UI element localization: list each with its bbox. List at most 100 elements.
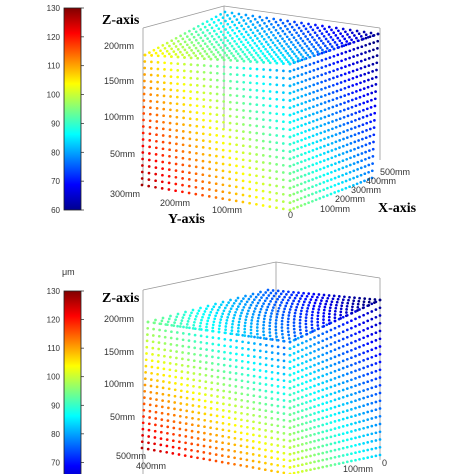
data-point-right-face <box>317 334 320 337</box>
data-point-top-face <box>262 330 265 333</box>
data-point-top-face <box>239 48 243 51</box>
data-point-left-face <box>204 386 207 390</box>
data-point-right-face <box>321 367 325 371</box>
data-point-right-face <box>333 463 337 466</box>
data-point-left-face <box>185 409 189 413</box>
data-point-left-face <box>178 427 182 431</box>
data-point-left-face <box>196 63 199 67</box>
data-point-left-face <box>258 428 261 431</box>
data-point-top-face <box>281 53 285 57</box>
data-point-left-face <box>143 79 146 83</box>
data-point-right-face <box>375 54 379 57</box>
colorbar-1-tick-label: 110 <box>47 62 60 71</box>
data-point-right-face <box>324 64 328 68</box>
data-point-top-face <box>249 36 252 40</box>
data-point-top-face <box>298 321 302 325</box>
data-point-right-face <box>331 98 335 102</box>
data-point-right-face <box>292 163 296 167</box>
data-point-top-face <box>279 292 283 296</box>
data-point-left-face <box>258 421 261 425</box>
data-point-left-face <box>268 162 272 165</box>
data-point-right-face <box>334 147 338 151</box>
data-point-left-face <box>192 378 196 382</box>
data-point-left-face <box>210 374 214 378</box>
data-point-right-face <box>366 342 370 346</box>
data-point-top-face <box>352 40 355 44</box>
data-point-left-face <box>242 66 246 70</box>
data-point-left-face <box>154 417 158 420</box>
data-point-left-face <box>235 108 239 112</box>
data-point-right-face <box>350 105 354 109</box>
data-point-top-face <box>263 54 267 58</box>
data-point-right-face <box>313 336 316 339</box>
colorbar-2-tick-label: 100 <box>47 373 61 382</box>
data-point-top-face <box>288 54 291 58</box>
data-point-top-face <box>332 31 336 35</box>
data-point-top-face <box>203 25 207 29</box>
data-point-right-face <box>358 103 362 106</box>
data-point-left-face <box>275 148 279 152</box>
data-point-top-face <box>314 298 318 302</box>
data-point-left-face <box>149 397 152 400</box>
data-point-top-face <box>295 48 299 52</box>
data-point-left-face <box>228 397 231 400</box>
data-point-right-face <box>341 159 345 163</box>
data-point-left-face <box>282 379 286 383</box>
data-point-left-face <box>215 78 219 82</box>
data-point-left-face <box>161 140 165 144</box>
data-point-right-face <box>370 363 374 367</box>
data-point-right-face <box>321 423 325 427</box>
data-point-top-face <box>161 52 165 55</box>
data-point-left-face <box>196 430 200 434</box>
data-point-left-face <box>188 144 192 148</box>
data-point-left-face <box>181 338 185 342</box>
data-point-right-face <box>292 451 296 455</box>
data-point-top-face <box>260 296 263 299</box>
data-point-right-face <box>296 464 300 467</box>
data-point-right-face <box>313 460 316 464</box>
data-point-right-face <box>288 419 292 423</box>
data-point-top-face <box>302 49 306 52</box>
data-point-left-face <box>275 177 278 181</box>
data-point-left-face <box>276 398 280 401</box>
data-point-right-face <box>296 96 300 100</box>
data-point-right-face <box>366 327 370 330</box>
data-point-right-face <box>296 183 299 187</box>
data-point-left-face <box>255 167 258 171</box>
data-point-right-face <box>311 178 314 181</box>
data-point-left-face <box>157 341 161 344</box>
data-point-right-face <box>353 147 356 151</box>
data-point-right-face <box>321 388 325 392</box>
data-point-right-face <box>308 99 311 103</box>
data-point-top-face <box>198 327 201 331</box>
data-point-top-face <box>321 24 324 28</box>
data-point-left-face <box>188 137 192 141</box>
data-point-right-face <box>370 409 374 413</box>
data-point-top-face <box>336 297 340 301</box>
data-point-left-face <box>270 430 274 433</box>
data-point-right-face <box>300 368 304 372</box>
data-point-top-face <box>316 50 319 54</box>
data-point-right-face <box>350 341 353 345</box>
data-point-right-face <box>292 97 296 101</box>
data-point-right-face <box>349 156 352 160</box>
data-point-top-face <box>274 20 278 24</box>
data-point-top-face <box>199 306 202 310</box>
data-point-top-face <box>294 338 297 341</box>
data-point-top-face <box>231 322 234 326</box>
data-point-right-face <box>349 142 353 145</box>
data-point-right-face <box>330 134 334 138</box>
data-point-left-face <box>211 349 214 352</box>
data-point-right-face <box>343 79 347 83</box>
data-point-top-face <box>173 321 176 324</box>
data-point-top-face <box>210 26 214 30</box>
data-point-right-face <box>292 465 296 468</box>
data-point-left-face <box>228 163 232 167</box>
data-point-top-face <box>253 58 257 62</box>
data-point-top-face <box>230 20 234 24</box>
data-point-top-face <box>280 326 284 329</box>
data-point-top-face <box>339 310 343 314</box>
data-point-right-face <box>315 125 319 129</box>
data-point-top-face <box>322 318 325 321</box>
data-point-right-face <box>372 48 375 52</box>
